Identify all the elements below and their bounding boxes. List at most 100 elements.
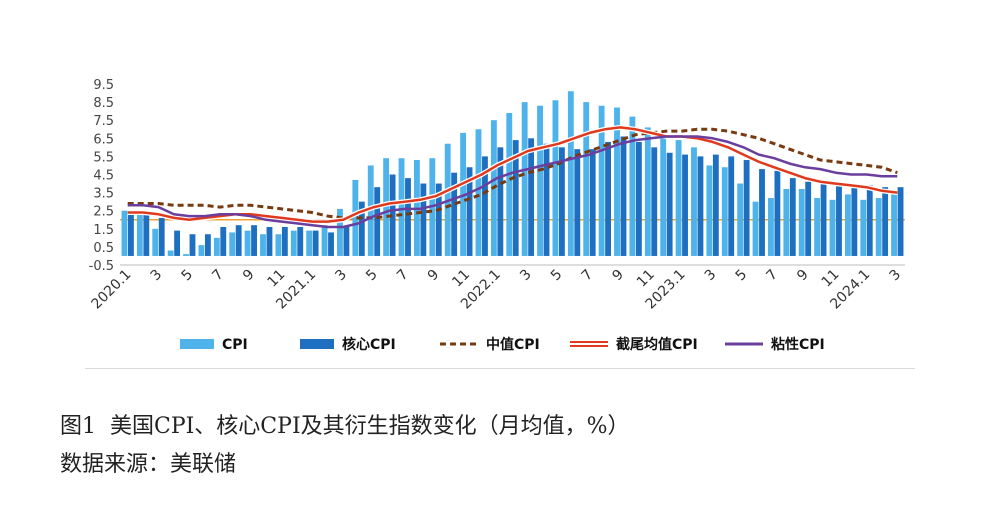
- figure-caption: 图1 美国CPI、核心CPI及其衍生指数变化（月均值，%）: [60, 414, 630, 439]
- data-source-caption: 数据来源：美联储: [60, 452, 237, 477]
- sticky-cpi-line: [127, 135, 898, 229]
- cpi-bar: [629, 116, 636, 256]
- cpi-bar: [321, 225, 328, 256]
- legend: CPI 核心CPI 中值CPI 截尾均值CPI 粘性CPI: [180, 336, 825, 353]
- cpi-bar: [567, 91, 574, 256]
- core-cpi-bar: [651, 147, 658, 256]
- core-cpi-bar: [343, 226, 350, 256]
- core-cpi-bar: [143, 212, 150, 256]
- y-tick-label: 2.5: [93, 205, 114, 220]
- core-cpi-bar: [420, 183, 427, 256]
- core-cpi-bar: [174, 230, 181, 256]
- trimmed-mean-cpi-line-halo: [127, 124, 898, 225]
- x-tick-label: 11: [265, 267, 289, 291]
- core-cpi-bar: [743, 160, 750, 256]
- core-cpi-bar: [558, 147, 565, 256]
- cpi-bar: [798, 188, 805, 256]
- cpi-bar: [829, 199, 836, 256]
- cpi-bar: [721, 167, 728, 256]
- bars-group: [121, 91, 904, 256]
- cpi-bar: [598, 105, 605, 256]
- x-tick-label: 5: [178, 267, 196, 285]
- x-tick-label: 3: [332, 267, 350, 285]
- x-tick-label: 7: [394, 267, 412, 285]
- core-cpi-bar: [189, 234, 196, 256]
- cpi-bar: [167, 250, 174, 256]
- core-cpi-bar: [712, 154, 719, 256]
- core-cpi-bar: [820, 183, 827, 256]
- core-cpi-bar: [389, 174, 396, 256]
- legend-trimmed-mean-cpi-label: 截尾均值CPI: [616, 336, 698, 353]
- x-tick-label: 3: [148, 267, 166, 285]
- y-tick-label: 9.5: [93, 78, 114, 93]
- core-cpi-bar: [882, 187, 889, 256]
- cpi-bar: [752, 201, 759, 256]
- core-cpi-bar: [204, 234, 211, 256]
- cpi-bar: [814, 198, 821, 256]
- core-cpi-bar: [589, 149, 596, 256]
- core-cpi-bar: [451, 172, 458, 256]
- core-cpi-bar: [728, 156, 735, 256]
- core-cpi-bar: [605, 141, 612, 256]
- cpi-bar: [537, 105, 543, 256]
- cpi-bar: [398, 158, 405, 256]
- cpi-bar: [152, 228, 159, 256]
- cpi-bar: [229, 232, 236, 256]
- core-cpi-bar: [543, 143, 550, 256]
- core-cpi-bar: [328, 232, 334, 256]
- core-cpi-bar: [405, 178, 411, 256]
- x-tick-label: 9: [240, 267, 258, 285]
- core-cpi-bar: [682, 154, 688, 256]
- core-cpi-bar: [220, 226, 227, 256]
- core-cpi-bar: [266, 226, 273, 256]
- x-tick-label: 7: [209, 267, 227, 285]
- legend-sticky-cpi-label: 粘性CPI: [771, 336, 825, 353]
- legend-cpi-label: CPI: [222, 337, 248, 353]
- x-tick-label: 7: [763, 267, 781, 285]
- legend-core-cpi-swatch: [300, 339, 334, 349]
- core-cpi-bar: [635, 141, 642, 256]
- y-tick-label: 0.5: [93, 241, 114, 256]
- core-cpi-bar: [312, 230, 319, 256]
- cpi-bar: [768, 198, 774, 256]
- cpi-bar: [644, 127, 651, 256]
- cpi-bar: [552, 100, 559, 256]
- core-cpi-bar: [836, 183, 842, 256]
- x-tick-label: 11: [634, 267, 658, 291]
- cpi-bar: [213, 237, 220, 256]
- core-cpi-bar: [897, 187, 904, 256]
- y-axis: -0.5 0.5 1.5 2.5 3.5 4.5 5.5 6.5 7.5 8.5 9.5: [89, 78, 114, 274]
- core-cpi-bar: [497, 147, 504, 256]
- x-tick-label: 9: [425, 267, 443, 285]
- core-cpi-bar: [358, 201, 365, 256]
- cpi-bar: [290, 230, 297, 256]
- core-cpi-bar: [482, 156, 488, 256]
- cpi-bar: [583, 102, 590, 256]
- trimmed-mean-cpi-line: [127, 126, 898, 223]
- core-cpi-bar: [466, 167, 473, 256]
- cpi-bar: [691, 147, 697, 256]
- cpi-bar: [521, 102, 528, 256]
- y-tick-label: -0.5: [89, 259, 114, 274]
- cpi-bar: [614, 107, 620, 256]
- cpi-bar: [675, 140, 682, 256]
- core-cpi-bar: [805, 181, 812, 256]
- cpi-bar: [737, 183, 744, 256]
- cpi-bar: [352, 179, 359, 256]
- cpi-bar: [244, 230, 251, 256]
- cpi-bar: [136, 214, 143, 256]
- cpi-bar: [121, 210, 128, 256]
- core-cpi-bar: [774, 170, 781, 256]
- core-cpi-bar: [528, 138, 535, 256]
- y-tick-label: 3.5: [93, 187, 114, 202]
- core-cpi-bar: [158, 217, 165, 256]
- cpi-bar: [475, 129, 482, 256]
- core-cpi-bar: [697, 156, 704, 256]
- lines-group: [127, 124, 898, 229]
- y-tick-label: 7.5: [93, 114, 114, 129]
- core-cpi-bar: [435, 183, 442, 256]
- cpi-bar: [383, 158, 390, 256]
- core-cpi-bar: [512, 140, 519, 256]
